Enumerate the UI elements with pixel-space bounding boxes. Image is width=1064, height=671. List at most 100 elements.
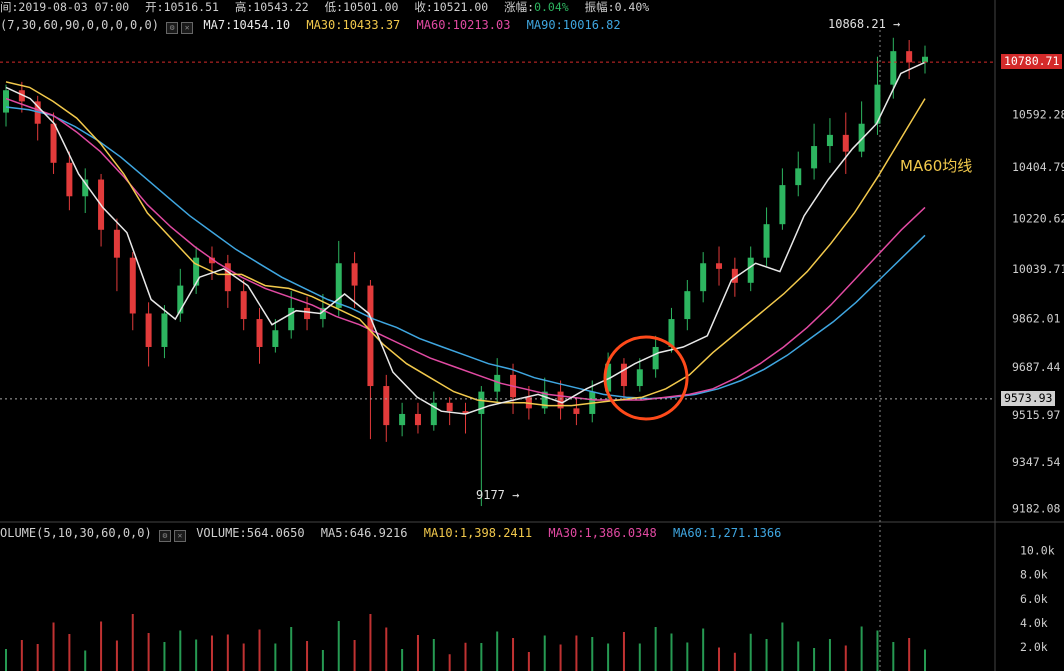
candle-body-4 — [66, 162, 73, 197]
ma60-line — [5, 97, 926, 401]
volume-bar-31 — [496, 631, 499, 671]
ma60-annotation: MA60均线 — [900, 157, 973, 175]
price-tick-0: 10592.28 — [1012, 108, 1064, 122]
candle-body-14 — [224, 263, 231, 292]
volume-bar-21 — [337, 621, 340, 671]
candle-body-11 — [177, 285, 184, 314]
volume-bar-54 — [860, 626, 863, 671]
high-readout: 高:10543.22 — [234, 0, 309, 14]
volume-bar-35 — [559, 644, 562, 671]
open-readout: 开:10516.51 — [145, 0, 219, 14]
high-extreme-label: 10868.21 → — [828, 17, 901, 31]
volume-bar-47 — [749, 633, 752, 671]
volume-tick-2: 6.0k — [1020, 592, 1048, 606]
candle-body-55 — [874, 84, 881, 124]
volume-bar-30 — [480, 643, 483, 671]
candle-body-3 — [50, 123, 57, 163]
candle-body-0 — [3, 90, 9, 113]
volume-bar-43 — [686, 642, 689, 671]
low-extreme-label: 9177 → — [476, 488, 520, 502]
candle-body-9 — [145, 313, 152, 347]
candle-body-56 — [890, 51, 897, 85]
candle-body-35 — [557, 391, 564, 409]
volume-bar-13 — [210, 635, 213, 671]
volume-bar-53 — [844, 645, 847, 671]
ma7-value: MA7:10454.10 — [203, 18, 291, 32]
volume-bar-52 — [828, 639, 831, 671]
volume-bar-50 — [797, 641, 800, 671]
volume-indicator-row: OLUME(5,10,30,60,0,0) ⚙ ✕ VOLUME:564.0650… — [0, 525, 790, 542]
volume-bar-56 — [892, 642, 895, 671]
volume-bar-11 — [179, 630, 182, 671]
price-tick-2: 10220.62 — [1012, 211, 1064, 225]
volume-settings-icon[interactable]: ⚙ — [158, 530, 171, 542]
volume-bar-18 — [290, 627, 293, 671]
candle-body-53 — [842, 134, 849, 152]
volume-close-icon[interactable]: ✕ — [173, 530, 186, 542]
volume-bar-58 — [924, 649, 926, 671]
price-tick-4: 9862.01 — [1012, 312, 1061, 326]
volume-bar-33 — [527, 652, 530, 671]
price-tick-8: 9182.08 — [1012, 501, 1061, 515]
volume-bar-14 — [226, 634, 229, 671]
candle-body-24 — [383, 386, 390, 426]
vol-ma60-value: MA60:1,271.1366 — [672, 526, 782, 540]
volume-bar-48 — [765, 639, 768, 671]
candle-body-26 — [414, 413, 421, 426]
price-tick-7: 9347.54 — [1012, 455, 1061, 469]
volume-params: OLUME(5,10,30,60,0,0) — [0, 526, 152, 540]
candle-body-51 — [811, 146, 818, 169]
volume-bar-23 — [369, 614, 372, 671]
volume-bar-9 — [147, 633, 150, 671]
candle-body-17 — [272, 330, 279, 347]
settings-icon[interactable]: ⚙ — [166, 22, 179, 34]
candle-body-48 — [763, 224, 770, 258]
volume-bar-2 — [36, 644, 39, 671]
volume-bar-25 — [401, 649, 404, 671]
candle-body-44 — [700, 263, 707, 292]
candle-body-29 — [462, 411, 469, 414]
volume-bar-7 — [115, 640, 118, 671]
crosshair-price-tag: 9573.93 — [1001, 390, 1056, 406]
volume-bar-0 — [5, 649, 7, 671]
vol-ma10-value: MA10:1,398.2411 — [423, 526, 533, 540]
volume-bar-57 — [908, 638, 911, 671]
volume-tick-3: 4.0k — [1020, 616, 1048, 630]
candle-body-5 — [82, 179, 89, 197]
candle-body-16 — [256, 319, 263, 347]
volume-bar-46 — [733, 652, 736, 671]
candle-body-45 — [716, 263, 723, 269]
candle-body-20 — [319, 307, 326, 320]
candle-body-21 — [335, 263, 342, 308]
candle-body-49 — [779, 185, 786, 225]
candle-body-23 — [367, 285, 374, 387]
volume-bar-26 — [416, 635, 419, 671]
volume-bar-32 — [512, 638, 515, 671]
candle-body-30 — [478, 391, 485, 414]
volume-bar-42 — [670, 633, 673, 671]
volume-bar-22 — [353, 640, 356, 671]
last-price-tag: 10780.71 — [1001, 54, 1063, 70]
volume-bar-19 — [306, 641, 309, 671]
candle-body-27 — [430, 402, 437, 426]
candle-body-19 — [304, 307, 311, 320]
candle-body-31 — [494, 374, 501, 392]
volume-bar-16 — [258, 629, 261, 671]
price-tick-6: 9515.97 — [1012, 408, 1061, 422]
candle-body-57 — [906, 51, 913, 63]
close-icon[interactable]: ✕ — [181, 22, 194, 34]
volume-bar-34 — [543, 635, 546, 671]
candle-body-10 — [161, 313, 168, 347]
volume-bar-55 — [876, 630, 879, 671]
volume-bar-28 — [448, 654, 451, 671]
candle-body-36 — [573, 408, 580, 414]
volume-bar-20 — [321, 650, 324, 671]
volume-bar-8 — [131, 614, 134, 671]
vol-ma30-value: MA30:1,386.0348 — [548, 526, 657, 540]
ma7-line — [5, 61, 926, 415]
change-value: 0.04% — [534, 0, 569, 14]
volume-bar-17 — [274, 643, 277, 671]
volume-bar-36 — [575, 635, 578, 671]
candle-body-52 — [826, 134, 833, 147]
